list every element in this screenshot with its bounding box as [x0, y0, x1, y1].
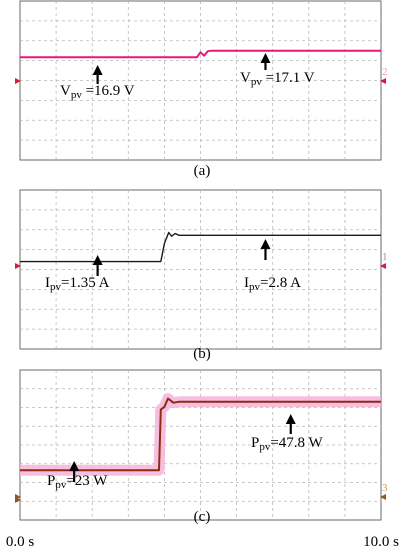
panel-a: 2 Vpv =16.9 V Vpv =17.1 V (a) — [15, 0, 388, 179]
offset-marker-icon — [15, 497, 21, 503]
annotation-label: Ipv=1.35 A — [45, 275, 110, 293]
annotation-label: Vpv =16.9 V — [60, 83, 135, 101]
up-arrow-icon — [260, 53, 271, 63]
grid — [20, 370, 381, 520]
panel-caption: (a) — [194, 163, 211, 179]
panel-b: 1 Ipv=1.35 A Ipv=2.8 A (b) — [15, 189, 388, 362]
series-line — [20, 231, 381, 263]
up-arrow-icon — [285, 414, 296, 424]
annotation: Ppv=47.8 W — [251, 414, 324, 453]
annotation: Ppv=23 W — [47, 461, 108, 491]
up-arrow-icon — [69, 461, 80, 471]
xtick-label-end: 10.0 s — [363, 534, 399, 550]
channel-number: 2 — [382, 66, 388, 78]
grid — [20, 190, 381, 349]
channel-marker-icon — [380, 78, 386, 84]
up-arrow-icon — [260, 239, 271, 249]
annotation-label: Ipv=2.8 A — [244, 275, 301, 293]
channel-number: 1 — [382, 251, 388, 263]
annotation-label: Ppv=23 W — [47, 473, 108, 491]
panel-caption: (b) — [193, 346, 211, 362]
panel-c: 3 Ppv=23 W Ppv=47.8 W 0.0 s 10.0 s (c) — [6, 369, 399, 550]
up-arrow-icon — [92, 65, 103, 75]
panel-caption: (c) — [194, 509, 211, 525]
channel-marker-icon — [380, 494, 386, 500]
annotation: Ipv=1.35 A — [45, 255, 110, 293]
xtick-label-start: 0.0 s — [6, 534, 35, 550]
annotation: Ipv=2.8 A — [244, 239, 301, 293]
annotation: Vpv =17.1 V — [240, 53, 315, 88]
grid — [20, 1, 381, 160]
annotation-label: Vpv =17.1 V — [240, 70, 315, 88]
channel-number: 3 — [382, 482, 388, 494]
series-line — [20, 397, 381, 472]
annotation-label: Ppv=47.8 W — [251, 435, 324, 453]
trigger-marker-icon — [15, 263, 21, 269]
trigger-marker-icon — [15, 78, 21, 84]
series-line — [20, 49, 381, 59]
channel-marker-icon — [380, 263, 386, 269]
up-arrow-icon — [92, 255, 103, 265]
annotation: Vpv =16.9 V — [60, 65, 135, 101]
